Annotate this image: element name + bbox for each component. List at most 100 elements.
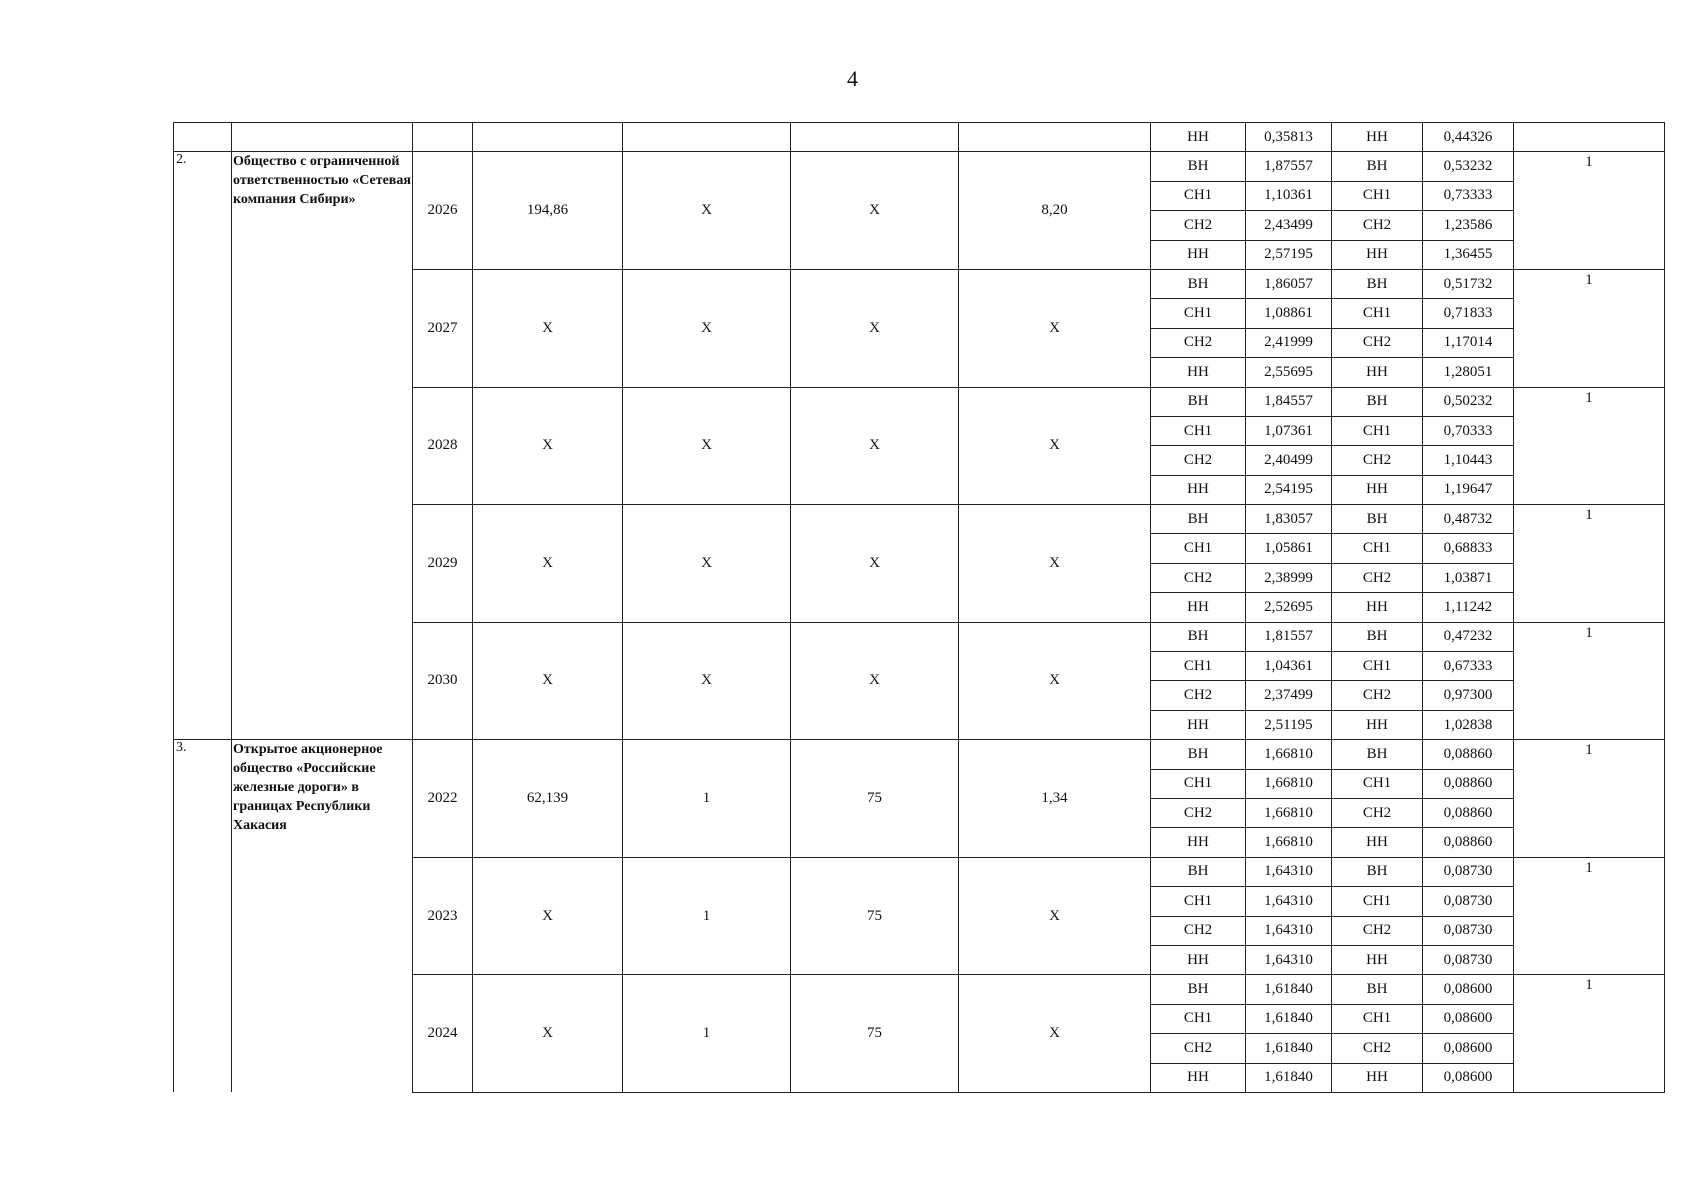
rate-value: 2,41999 [1245,327,1332,359]
note-cell: 1 [1513,504,1665,623]
rate-value: 1,64310 [1245,915,1332,946]
rate-value: 1,61840 [1245,974,1332,1005]
empty-cell [173,121,232,153]
rate-value: 1,04361 [1245,651,1332,682]
table-row: СН2 2,43499 СН2 1,23586 [174,210,1665,241]
value-cell-2: X [622,268,791,388]
voltage-level-2: СН1 [1331,651,1423,682]
value-cell-3: 75 [790,856,959,976]
rate-value: 2,55695 [1245,357,1332,388]
table-row: СН2 2,41999 СН2 1,17014 [174,327,1665,359]
voltage-level: НН [1150,827,1246,858]
table-row: СН1 1,05861 СН1 0,68833 [174,533,1665,564]
table-row: СН1 1,61840 СН1 0,08600 [174,1003,1665,1035]
table-row: НН 2,54195 НН 1,19647 [174,474,1665,506]
voltage-level: СН1 [1150,1003,1246,1035]
voltage-level-2: СН2 [1331,327,1423,359]
voltage-level-2: НН [1331,827,1423,858]
voltage-level-2: СН1 [1331,1003,1423,1035]
value-cell-2: X [622,151,791,270]
voltage-level-2: СН1 [1331,886,1423,917]
rate-value-2: 1,02838 [1422,709,1514,741]
rate-value-2: 0,08600 [1422,1033,1514,1064]
table-row: НН 0,35813 НН 0,44326 [173,121,1665,153]
value-cell-3: X [790,386,959,506]
rate-value-2: 0,48732 [1422,504,1514,535]
rate-value: 2,57195 [1245,239,1332,270]
note-cell: 1 [1513,856,1665,976]
table-row: 2. Общество с ограниченной ответственност… [173,151,1665,741]
voltage-level-2: ВН [1331,151,1423,182]
voltage-level: СН1 [1150,651,1246,682]
rate-value-2: 0,51732 [1422,268,1514,300]
empty-cell [231,121,413,153]
voltage-level: СН2 [1150,915,1246,946]
rate-value-2: 1,28051 [1422,357,1514,388]
voltage-level: ВН [1150,739,1246,770]
voltage-level-2: СН2 [1331,445,1423,476]
voltage-level: НН [1150,239,1246,270]
voltage-level: СН2 [1150,1033,1246,1064]
rate-value: 1,87557 [1245,151,1332,182]
table-row: СН1 1,08861 СН1 0,71833 [174,298,1665,329]
voltage-level-2: СН2 [1331,797,1423,829]
voltage-level-2: ВН [1331,268,1423,300]
value-cell-3: X [790,268,959,388]
value-cell-1: 62,139 [472,739,623,858]
voltage-level: НН [1150,944,1246,976]
value-cell-4: X [958,386,1151,506]
voltage-level: СН2 [1150,327,1246,359]
voltage-level-2: ВН [1331,386,1423,417]
note-cell: 1 [1513,268,1665,388]
year-cell: 2023 [412,856,473,976]
row-number: 3. [173,739,232,1093]
voltage-level-2: НН [1331,709,1423,741]
rate-value: 2,38999 [1245,562,1332,594]
value-cell-4: 8,20 [958,151,1151,270]
rate-value-2: 0,73333 [1422,180,1514,212]
value-cell-1: X [472,621,623,741]
rate-value-2: 0,08860 [1422,768,1514,799]
rate-value: 0,35813 [1245,121,1332,153]
rate-value: 1,66810 [1245,797,1332,829]
value-cell-1: X [472,856,623,976]
value-cell-4: X [958,268,1151,388]
voltage-level: ВН [1150,268,1246,300]
value-cell-2: 1 [622,974,791,1093]
table-row: НН 2,55695 НН 1,28051 [174,357,1665,388]
voltage-level-2: НН [1331,239,1423,270]
note-cell [1513,121,1665,153]
voltage-level: СН2 [1150,445,1246,476]
rate-value-2: 1,17014 [1422,327,1514,359]
rate-value: 1,86057 [1245,268,1332,300]
value-cell-2: X [622,621,791,741]
rate-value-2: 0,50232 [1422,386,1514,417]
voltage-level: НН [1150,357,1246,388]
value-cell-3: X [790,504,959,623]
voltage-level: НН [1150,121,1246,153]
rate-value: 1,64310 [1245,886,1332,917]
voltage-level-2: СН2 [1331,680,1423,711]
table-row: НН 1,66810 НН 0,08860 [174,827,1665,858]
voltage-level-2: НН [1331,357,1423,388]
year-cell: 2024 [412,974,473,1093]
organization-name: Общество с ограниченной ответственностью… [231,151,413,741]
rate-value-2: 0,08600 [1422,974,1514,1005]
table-row: СН1 1,66810 СН1 0,08860 [174,768,1665,799]
voltage-level: СН1 [1150,415,1246,447]
tariff-table: НН 0,35813 НН 0,44326 2. Общество с ограничен… [173,121,1665,1093]
voltage-level: НН [1150,592,1246,623]
rate-value: 2,51195 [1245,709,1332,741]
rate-value-2: 0,44326 [1422,121,1514,153]
rate-value-2: 1,10443 [1422,445,1514,476]
rate-value-2: 0,47232 [1422,621,1514,653]
page-number: 4 [847,66,858,91]
voltage-level: ВН [1150,856,1246,888]
rate-value-2: 0,70333 [1422,415,1514,447]
rate-value: 1,10361 [1245,180,1332,212]
voltage-level-2: ВН [1331,974,1423,1005]
table-row: 2030 X X X X ВН 1,81557 ВН 0,47232 1 [174,621,1665,741]
table-row: СН1 1,64310 СН1 0,08730 [174,886,1665,917]
value-cell-1: X [472,386,623,506]
rate-value: 1,61840 [1245,1062,1332,1093]
